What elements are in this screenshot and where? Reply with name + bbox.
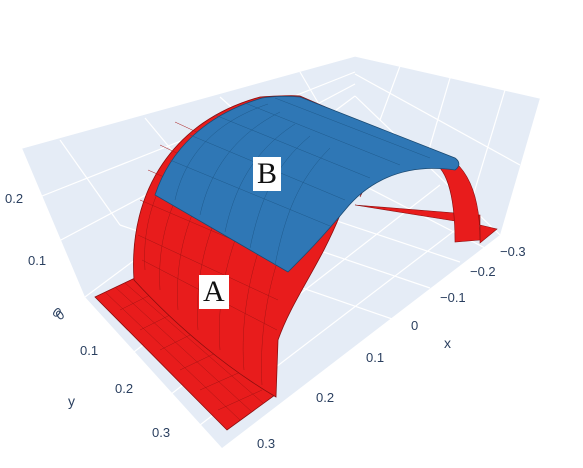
y-tick-1: 0.1 [80,343,98,358]
x-axis: −0.3 −0.2 −0.1 0 0.1 0.2 0.3 x [257,244,526,451]
label-a: A [199,275,229,309]
blue-mesh [169,97,431,266]
x-tick-3: 0.3 [257,436,275,451]
flange-mesh [104,282,264,421]
x-tick-neg3: −0.3 [500,244,526,259]
z-tick-1: 0.1 [28,253,46,268]
y-tick-0: 0 [53,307,68,323]
label-b: B [253,157,282,191]
y-tick-2: 0.2 [115,381,133,396]
x-tick-2: 0.2 [316,390,334,405]
x-tick-0: 0 [411,318,418,333]
x-tick-neg2: −0.2 [470,264,496,279]
y-axis-title: y [68,393,75,409]
x-tick-1: 0.1 [366,350,384,365]
z-tick-2: 0.2 [5,191,23,206]
y-tick-3: 0.3 [152,425,170,440]
x-tick-neg1: −0.1 [440,290,466,305]
back-pane-right [355,56,540,235]
x-axis-title: x [444,335,451,351]
